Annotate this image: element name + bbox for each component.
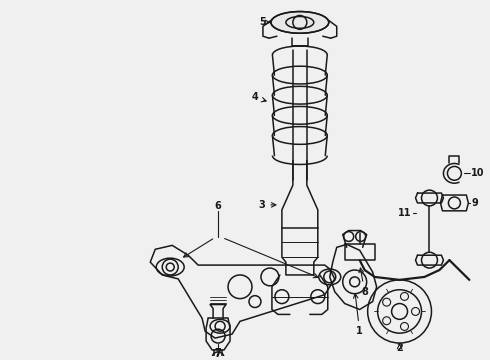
Text: 6: 6 <box>215 201 221 211</box>
Text: 7: 7 <box>215 349 221 359</box>
Text: 5: 5 <box>260 17 270 27</box>
Text: 2: 2 <box>396 343 403 353</box>
Text: 11: 11 <box>398 208 411 218</box>
Text: 7: 7 <box>215 348 221 358</box>
Ellipse shape <box>271 12 329 33</box>
Text: 8: 8 <box>359 268 368 297</box>
Text: 9: 9 <box>471 198 478 208</box>
Text: 10: 10 <box>471 168 485 178</box>
Text: 1: 1 <box>353 294 363 336</box>
Text: 3: 3 <box>259 200 276 210</box>
Text: 4: 4 <box>251 93 266 102</box>
